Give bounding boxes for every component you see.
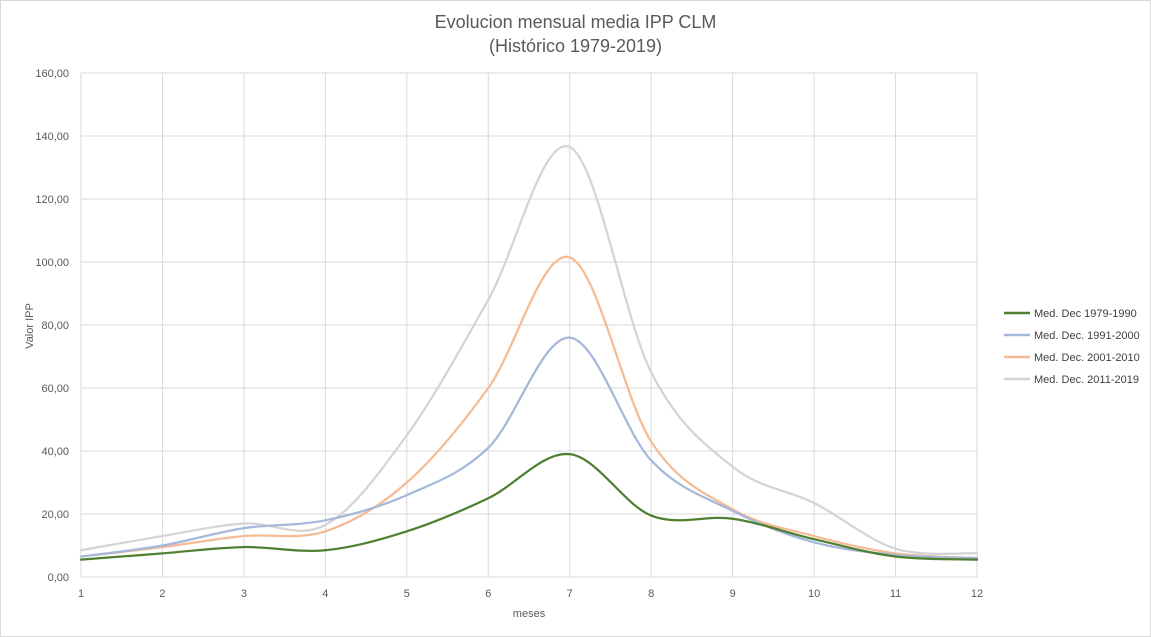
x-tick-label: 6 bbox=[485, 588, 491, 600]
legend-label: Med. Dec. 2001-2010 bbox=[1034, 352, 1140, 364]
series-line-3 bbox=[79, 255, 979, 560]
y-tick-label: 160,00 bbox=[35, 68, 69, 80]
y-tick-label: 60,00 bbox=[41, 383, 69, 395]
x-tick-label: 10 bbox=[808, 588, 820, 600]
y-tick-label: 80,00 bbox=[41, 320, 69, 332]
x-tick-label: 4 bbox=[322, 588, 328, 600]
x-axis-title: meses bbox=[513, 608, 546, 620]
series-line-4 bbox=[79, 145, 979, 555]
y-tick-label: 120,00 bbox=[35, 194, 69, 206]
x-tick-label: 7 bbox=[567, 588, 573, 600]
series-line-1 bbox=[79, 453, 979, 561]
x-axis-ticks: 1 2 3 4 5 6 7 8 9 10 11 12 bbox=[78, 588, 983, 600]
y-tick-label: 140,00 bbox=[35, 131, 69, 143]
chart-subtitle: (Histórico 1979-2019) bbox=[488, 36, 663, 56]
y-axis-title: Valor IPP bbox=[24, 303, 36, 349]
y-axis-ticks: 0,00 20,00 40,00 60,00 80,00 100,00 120,00 140,… bbox=[35, 68, 69, 584]
y-tick-label: 40,00 bbox=[41, 446, 69, 458]
x-tick-label: 9 bbox=[730, 588, 736, 600]
x-tick-label: 5 bbox=[404, 588, 410, 600]
chart-legend: Med. Dec 1979-1990 Med. Dec. 1991-2000 Med… bbox=[1004, 308, 1140, 386]
x-tick-label: 8 bbox=[648, 588, 654, 600]
x-tick-label: 11 bbox=[890, 588, 901, 600]
legend-label: Med. Dec. 2011-2019 bbox=[1034, 374, 1139, 386]
x-tick-label: 1 bbox=[78, 588, 84, 600]
y-tick-label: 100,00 bbox=[35, 257, 69, 269]
x-tick-label: 3 bbox=[241, 588, 247, 600]
x-tick-label: 12 bbox=[971, 588, 983, 600]
series-line-2 bbox=[79, 336, 979, 560]
y-tick-label: 0,00 bbox=[48, 572, 69, 584]
chart-gridlines bbox=[80, 72, 978, 578]
legend-label: Med. Dec 1979-1990 bbox=[1034, 308, 1137, 320]
chart-title: Evolucion mensual media IPP CLM bbox=[434, 12, 717, 32]
x-tick-label: 2 bbox=[159, 588, 165, 600]
y-tick-label: 20,00 bbox=[41, 509, 69, 521]
chart-series bbox=[79, 145, 979, 561]
legend-label: Med. Dec. 1991-2000 bbox=[1034, 330, 1140, 342]
